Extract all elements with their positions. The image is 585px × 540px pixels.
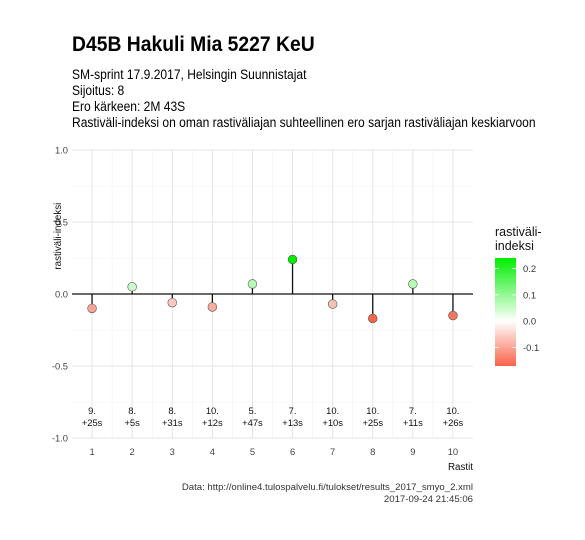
x-tick-label: 6 <box>290 446 295 457</box>
legend-color-bar <box>495 258 516 366</box>
rank-label-10: 10. <box>446 405 459 416</box>
subtitle-line-2: Sijoitus: 8 <box>72 83 125 98</box>
legend-tick-label: 0.1 <box>523 289 536 300</box>
subtitle-line-4: Rastiväli-indeksi on oman rastiväliajan … <box>72 115 536 130</box>
rank-label-6: 7. <box>289 405 297 416</box>
rank-label-8: 10. <box>366 405 379 416</box>
y-tick-label: -1.0 <box>52 433 68 444</box>
point-2 <box>127 282 137 292</box>
x-tick-label: 5 <box>250 446 255 457</box>
x-tick-label: 10 <box>448 446 458 457</box>
rank-label-7: 10. <box>326 405 339 416</box>
diff-label-9: +11s <box>403 417 423 428</box>
color-legend: rastiväli-indeksi 0.2 0.1 0.0 -0.1 <box>495 225 542 366</box>
axes: 1.0 0.5 0.0 -0.5 -1.0 1 2 3 4 5 6 7 8 9 10 rastiväli-in… <box>52 145 473 474</box>
point-9 <box>408 279 418 289</box>
x-tick-label: 8 <box>370 446 375 457</box>
y-tick-label: 0.5 <box>55 217 68 228</box>
rank-label-9: 7. <box>409 405 417 416</box>
x-tick-label: 4 <box>210 446 215 457</box>
point-3 <box>167 297 177 308</box>
diff-label-8: +25s <box>362 417 383 428</box>
x-tick-label: 3 <box>170 446 175 457</box>
x-tick-label: 9 <box>410 446 415 457</box>
diff-label-2: +5s <box>124 417 140 428</box>
point-6 <box>287 254 298 265</box>
point-1 <box>87 303 97 314</box>
legend-tick-label: -0.1 <box>523 342 539 353</box>
legend-tick-label: 0.2 <box>523 263 536 274</box>
diff-label-6: +13s <box>282 417 303 428</box>
point-4 <box>207 302 218 312</box>
rank-label-5: 5. <box>249 405 257 416</box>
rank-label-2: 8. <box>128 405 136 416</box>
point-10 <box>448 310 458 321</box>
diff-label-3: +31s <box>162 417 183 428</box>
point-5 <box>247 279 258 289</box>
diff-label-4: +12s <box>202 417 223 428</box>
x-tick-label: 1 <box>89 446 94 457</box>
point-7 <box>327 299 338 309</box>
timestamp-caption: 2017-09-24 21:45:06 <box>383 494 473 505</box>
rank-label-1: 9. <box>88 405 96 416</box>
diff-label-10: +26s <box>443 417 464 428</box>
point-8 <box>368 313 378 324</box>
y-axis-label: rastiväli-indeksi <box>53 203 64 270</box>
data-points <box>87 254 458 324</box>
rank-label-3: 8. <box>168 405 176 416</box>
legend-tick-label: 0.0 <box>523 316 536 327</box>
diff-label-5: +47s <box>242 417 263 428</box>
diff-label-1: +25s <box>82 417 103 428</box>
y-tick-label: -0.5 <box>52 361 68 372</box>
data-source-caption: Data: http://online4.tulospalvelu.fi/tul… <box>181 482 473 493</box>
x-tick-label: 2 <box>130 446 135 457</box>
legend-title-line-1: rastiväli- <box>495 225 542 239</box>
diff-label-7: +10s <box>322 417 343 428</box>
y-tick-label: 1.0 <box>55 145 68 156</box>
subtitle-line-3: Ero kärkeen: 2M 43S <box>72 99 186 114</box>
rank-label-4: 10. <box>206 405 219 416</box>
chart-title: D45B Hakuli Mia 5227 KeU <box>72 33 315 56</box>
y-tick-label: 0.0 <box>55 289 68 300</box>
legend-title-line-2: indeksi <box>495 239 534 253</box>
x-tick-label: 7 <box>330 446 335 457</box>
x-axis-label: Rastit <box>448 462 473 473</box>
subtitle-line-1: SM-sprint 17.9.2017, Helsingin Suunnista… <box>72 67 307 82</box>
split-labels: 9.+25s8.+5s8.+31s10.+12s5.+47s7.+13s10.+… <box>82 405 464 428</box>
